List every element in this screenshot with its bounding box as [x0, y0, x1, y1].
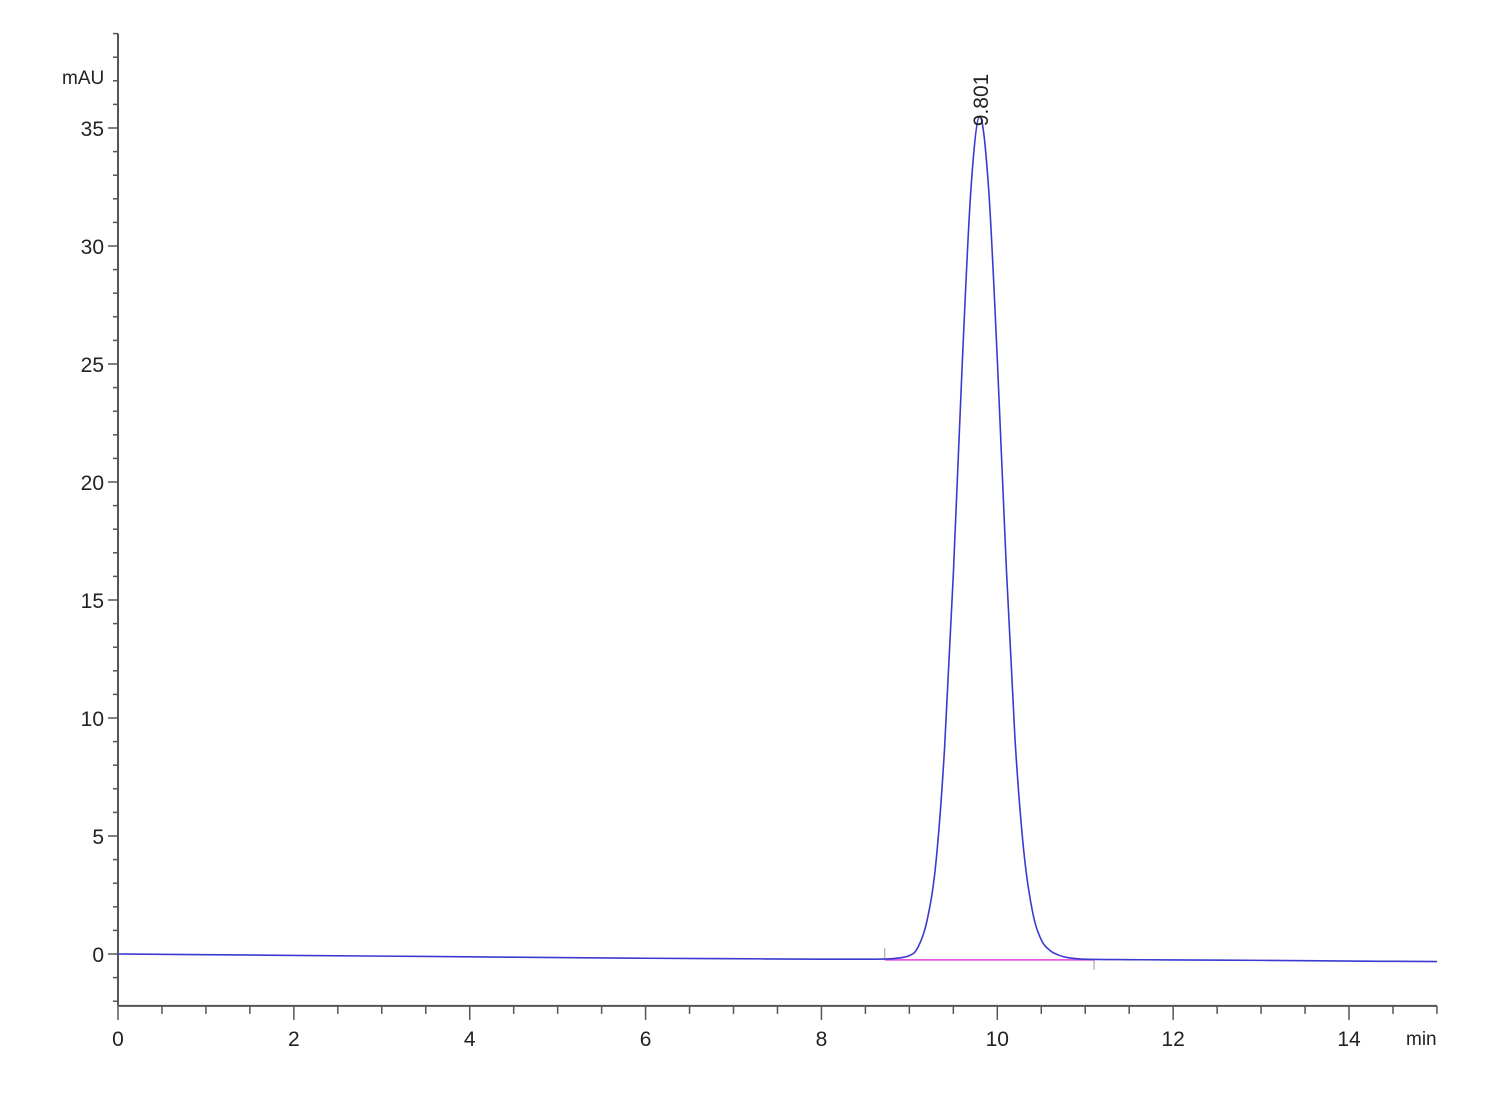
y-tick-label: 25 — [81, 354, 104, 377]
y-tick-label: 10 — [81, 708, 104, 731]
y-tick-label: 35 — [81, 118, 104, 141]
y-axis-unit-label: mAU — [62, 68, 104, 89]
y-tick-label: 30 — [81, 236, 104, 259]
x-tick-label: 14 — [1337, 1028, 1361, 1051]
x-axis-unit-label: min — [1406, 1029, 1437, 1050]
y-tick-label: 5 — [92, 826, 104, 849]
x-tick-label: 0 — [112, 1028, 124, 1051]
chromatogram-trace — [117, 115, 1437, 963]
axes: 0 5 10 15 20 25 30 35 0 2 4 6 8 10 12 14 — [81, 32, 1438, 1051]
x-tick-label: 10 — [986, 1028, 1009, 1051]
x-tick-label: 6 — [640, 1028, 652, 1051]
y-tick-label: 15 — [81, 590, 104, 613]
peak-label: 9.801 — [970, 74, 993, 127]
y-tick-label: 20 — [81, 472, 104, 495]
x-tick-label: 12 — [1161, 1028, 1184, 1051]
x-tick-label: 8 — [816, 1028, 828, 1051]
y-tick-label: 0 — [92, 944, 104, 967]
marks: 9.801 — [117, 74, 1437, 970]
x-tick-label: 4 — [464, 1028, 476, 1051]
x-tick-label: 2 — [288, 1028, 300, 1051]
